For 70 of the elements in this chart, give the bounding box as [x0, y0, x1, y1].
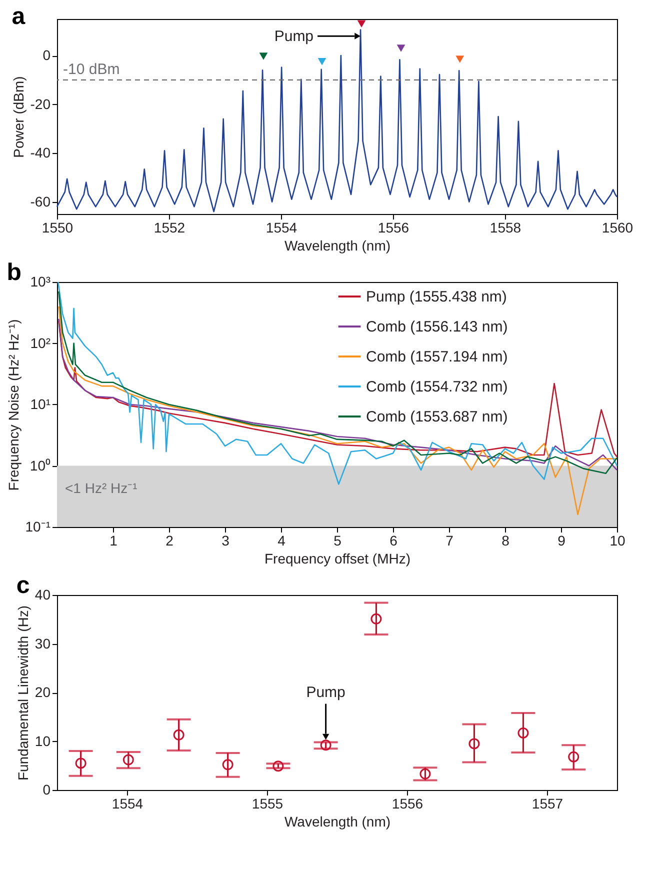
- point: [173, 729, 184, 740]
- y-tick-label: 10: [34, 732, 51, 749]
- y-tick-label: 10¹: [30, 396, 51, 412]
- y-tick-label: 0: [42, 47, 51, 64]
- x-axis-title: Wavelength (nm): [284, 238, 391, 254]
- point: [420, 768, 431, 780]
- x-tick-label: 1560: [602, 220, 634, 236]
- x-tick-label: 1555: [252, 796, 284, 812]
- point: [320, 740, 332, 751]
- y-tick-label: 10³: [30, 274, 51, 290]
- point: [222, 759, 234, 770]
- y-tick-label: 10⁻¹: [25, 518, 51, 534]
- y-axis-title: Fundamental Linewidth (Hz): [14, 605, 31, 781]
- point: [518, 727, 529, 738]
- point: [318, 58, 326, 66]
- line-series: [56, 29, 618, 212]
- y-tick-label: 0: [42, 782, 51, 798]
- legend-label: Comb (1557.194 nm): [366, 348, 508, 366]
- point: [396, 44, 406, 52]
- point: [468, 738, 480, 750]
- annotation: Pump: [274, 28, 314, 46]
- x-tick-label: 1558: [490, 220, 522, 236]
- point: [357, 20, 366, 28]
- x-tick-label: 1556: [378, 220, 410, 236]
- legend-label: Pump (1555.438 nm): [366, 288, 507, 306]
- x-tick-label: 1550: [42, 220, 74, 236]
- x-tick-label: 1557: [532, 796, 564, 812]
- point: [122, 754, 134, 766]
- legend-label: Comb (1556.143 nm): [366, 318, 508, 336]
- point: [568, 751, 580, 762]
- y-axis-title: Frequency Noise (Hz² Hz⁻¹): [5, 319, 22, 491]
- chart-title: c: [16, 572, 30, 599]
- x-tick-label: 6: [390, 532, 398, 548]
- x-tick-label: 4: [278, 532, 286, 548]
- x-tick-label: 10: [610, 532, 626, 548]
- x-tick-label: 1554: [112, 796, 144, 812]
- line-series: [58, 306, 618, 516]
- y-tick-label: 10⁰: [30, 457, 50, 474]
- x-tick-label: 5: [334, 532, 342, 548]
- chart-title: a: [12, 3, 26, 30]
- x-axis-title: Frequency offset (MHz): [264, 550, 411, 566]
- y-tick-label: 10²: [30, 334, 51, 351]
- point: [75, 758, 86, 769]
- legend-label: Comb (1553.687 nm): [366, 408, 508, 426]
- y-tick-label: 30: [34, 635, 51, 652]
- legend-label: Comb (1554.732 nm): [366, 378, 508, 396]
- point: [456, 56, 464, 63]
- x-tick-label: 8: [502, 532, 510, 548]
- y-tick-label: -60: [30, 193, 51, 210]
- y-axis-title: Power (dBm): [10, 76, 26, 158]
- y-tick-label: -20: [30, 96, 51, 112]
- chart-title: b: [6, 259, 22, 286]
- band-label: <1 Hz² Hz⁻¹: [65, 480, 138, 496]
- x-tick-label: 3: [222, 532, 230, 548]
- ref-line-label: -10 dBm: [63, 60, 120, 78]
- x-tick-label: 1554: [266, 220, 298, 236]
- y-tick-label: -40: [30, 144, 51, 161]
- x-axis-title: Wavelength (nm): [284, 814, 391, 830]
- point: [259, 52, 268, 60]
- x-tick-label: 7: [446, 532, 454, 548]
- x-tick-label: 1556: [392, 796, 424, 812]
- point: [370, 613, 382, 624]
- y-tick-label: 40: [34, 586, 51, 602]
- x-tick-label: 9: [558, 532, 566, 548]
- x-tick-label: 2: [166, 532, 174, 548]
- x-tick-label: 1552: [154, 220, 186, 236]
- annotation: Pump: [306, 684, 346, 701]
- x-tick-label: 1: [110, 532, 118, 548]
- y-tick-label: 20: [34, 684, 51, 700]
- point: [272, 760, 284, 772]
